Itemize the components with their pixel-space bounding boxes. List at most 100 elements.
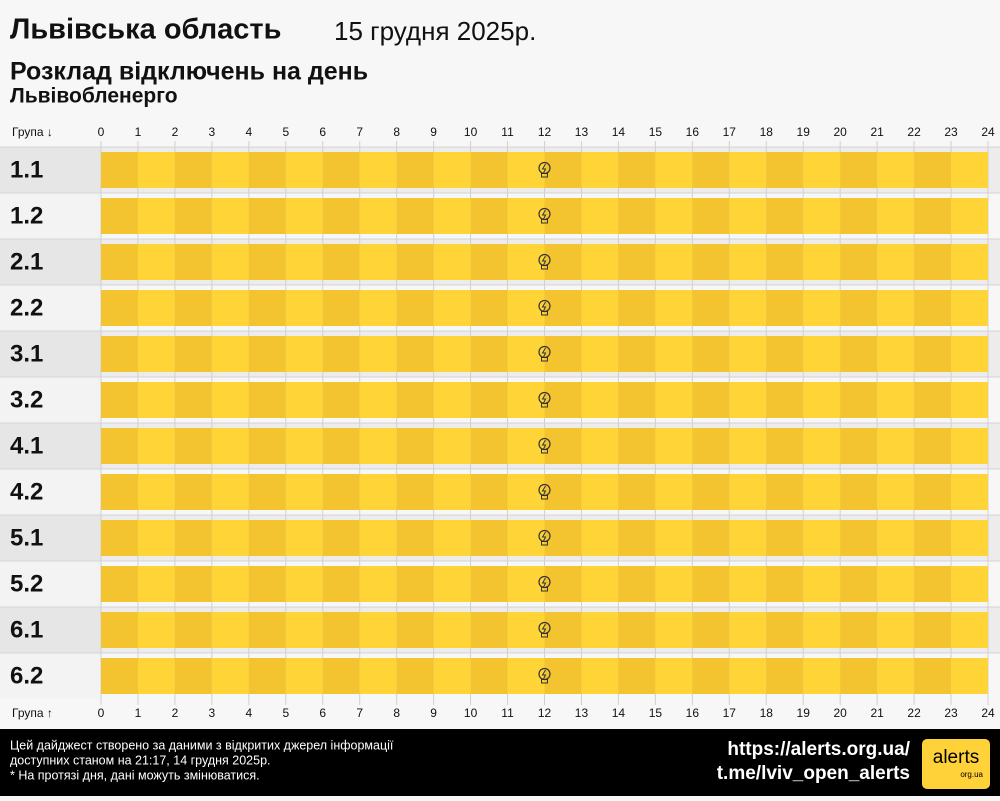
power-on-cell — [655, 566, 693, 602]
power-on-cell — [101, 520, 138, 556]
power-on-cell — [211, 566, 249, 602]
power-on-cell — [396, 520, 434, 556]
group-label: 2.1 — [10, 248, 43, 275]
power-on-cell — [840, 290, 878, 326]
power-on-cell — [359, 382, 397, 418]
power-on-cell — [285, 244, 323, 280]
hour-label: 21 — [870, 125, 884, 139]
power-on-cell — [766, 198, 804, 234]
row-label-bg — [0, 377, 101, 423]
power-on-cell — [137, 520, 175, 556]
power-on-cell — [137, 658, 175, 694]
bulb-base — [541, 219, 548, 224]
hour-label: 4 — [245, 125, 252, 139]
power-on-cell — [877, 382, 915, 418]
power-on-cell — [359, 244, 397, 280]
power-on-cell — [729, 428, 767, 464]
power-on-cell — [618, 382, 656, 418]
power-on-cell — [507, 474, 545, 510]
power-on-cell — [692, 152, 730, 188]
power-on-cell — [951, 520, 988, 556]
region: Львівська область — [10, 14, 281, 46]
power-on-cell — [544, 566, 582, 602]
power-on-cell — [840, 612, 878, 648]
power-on-cell — [470, 428, 508, 464]
power-on-cell — [211, 612, 249, 648]
hour-label: 14 — [612, 706, 626, 720]
hour-label: 1 — [135, 125, 142, 139]
group-label: 1.2 — [10, 202, 43, 229]
footer — [0, 729, 1000, 796]
power-on-cell — [433, 198, 471, 234]
power-on-cell — [285, 474, 323, 510]
power-on-cell — [137, 382, 175, 418]
hour-label: 11 — [501, 706, 514, 720]
power-on-cell — [840, 244, 878, 280]
power-on-cell — [951, 382, 988, 418]
power-on-cell — [174, 244, 212, 280]
power-on-cell — [101, 566, 138, 602]
power-on-cell — [840, 566, 878, 602]
hour-label: 20 — [833, 125, 847, 139]
hour-label: 3 — [209, 125, 216, 139]
power-on-cell — [322, 428, 360, 464]
power-on-cell — [544, 658, 582, 694]
power-on-cell — [174, 336, 212, 372]
bulb-base — [541, 265, 548, 270]
bulb-base — [541, 495, 548, 500]
power-on-cell — [618, 658, 656, 694]
power-on-cell — [914, 290, 952, 326]
power-on-cell — [248, 474, 286, 510]
power-on-cell — [618, 474, 656, 510]
power-on-cell — [211, 428, 249, 464]
power-on-cell — [655, 474, 693, 510]
power-on-cell — [877, 566, 915, 602]
power-on-cell — [544, 520, 582, 556]
power-on-cell — [951, 198, 988, 234]
power-on-cell — [692, 474, 730, 510]
row-label-bg — [0, 331, 101, 377]
hour-label: 24 — [981, 706, 995, 720]
hour-label: 20 — [833, 706, 847, 720]
power-on-cell — [914, 198, 952, 234]
power-on-cell — [396, 336, 434, 372]
link[interactable]: t.me/lviv_open_alerts — [717, 763, 910, 784]
row-label-bg — [0, 193, 101, 239]
power-on-cell — [951, 336, 988, 372]
power-on-cell — [655, 428, 693, 464]
power-on-cell — [951, 428, 988, 464]
power-on-cell — [840, 336, 878, 372]
power-on-cell — [544, 428, 582, 464]
power-on-cell — [655, 336, 693, 372]
hour-label: 0 — [98, 706, 105, 720]
hour-label: 2 — [172, 125, 179, 139]
link[interactable]: https://alerts.org.ua/ — [727, 739, 910, 760]
power-on-cell — [433, 474, 471, 510]
power-on-cell — [803, 658, 841, 694]
power-on-cell — [137, 612, 175, 648]
power-on-cell — [914, 520, 952, 556]
power-on-cell — [101, 612, 138, 648]
power-on-cell — [544, 474, 582, 510]
power-on-cell — [581, 244, 619, 280]
power-on-cell — [470, 244, 508, 280]
power-on-cell — [507, 290, 545, 326]
power-on-cell — [248, 658, 286, 694]
power-on-cell — [174, 290, 212, 326]
power-on-cell — [433, 428, 471, 464]
hour-label: 23 — [944, 125, 958, 139]
power-on-cell — [470, 152, 508, 188]
power-on-cell — [359, 474, 397, 510]
power-on-cell — [840, 474, 878, 510]
power-on-cell — [359, 336, 397, 372]
hour-label: 23 — [944, 706, 958, 720]
power-on-cell — [507, 152, 545, 188]
power-on-cell — [914, 474, 952, 510]
hour-label: 19 — [797, 706, 811, 720]
group-label: 1.1 — [10, 156, 43, 183]
hour-label: 5 — [282, 125, 289, 139]
power-on-cell — [433, 566, 471, 602]
footer-note: доступних станом на 21:17, 14 грудня 202… — [10, 753, 271, 767]
